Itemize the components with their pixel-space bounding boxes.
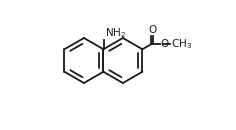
Text: O: O [148,25,156,35]
Text: NH$_2$: NH$_2$ [105,26,126,40]
Text: O: O [160,39,168,49]
Text: CH$_3$: CH$_3$ [171,37,192,51]
